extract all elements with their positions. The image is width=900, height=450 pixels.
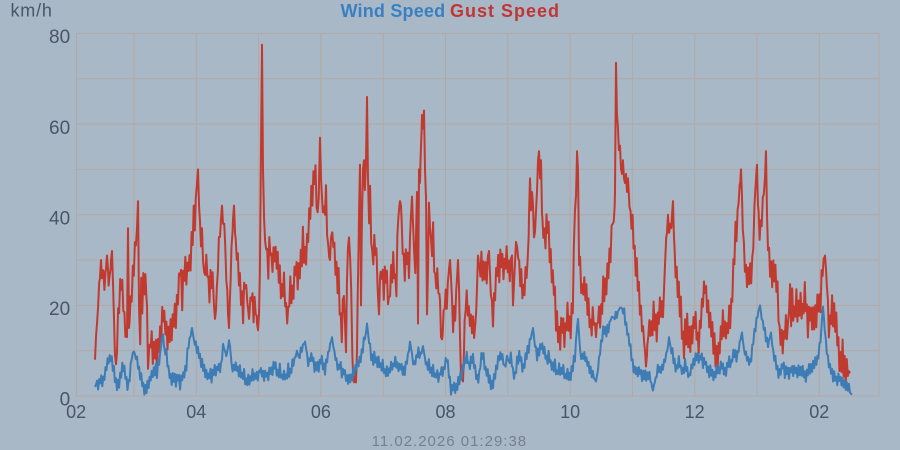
svg-text:02: 02 xyxy=(809,402,829,422)
svg-text:km/h: km/h xyxy=(11,1,53,21)
svg-text:02: 02 xyxy=(66,402,86,422)
svg-text:40: 40 xyxy=(49,208,70,229)
svg-text:60: 60 xyxy=(49,118,70,139)
svg-text:Gust Speed: Gust Speed xyxy=(450,1,560,21)
svg-text:0: 0 xyxy=(60,390,71,411)
svg-text:06: 06 xyxy=(311,402,331,422)
svg-text:08: 08 xyxy=(435,402,455,422)
svg-text:11.02.2026 01:29:38: 11.02.2026 01:29:38 xyxy=(372,433,528,450)
svg-text:04: 04 xyxy=(186,402,206,422)
svg-text:12: 12 xyxy=(685,402,705,422)
svg-text:10: 10 xyxy=(560,402,580,422)
svg-text:80: 80 xyxy=(49,27,70,48)
svg-text:20: 20 xyxy=(49,299,70,320)
svg-text:Wind Speed: Wind Speed xyxy=(341,1,446,21)
